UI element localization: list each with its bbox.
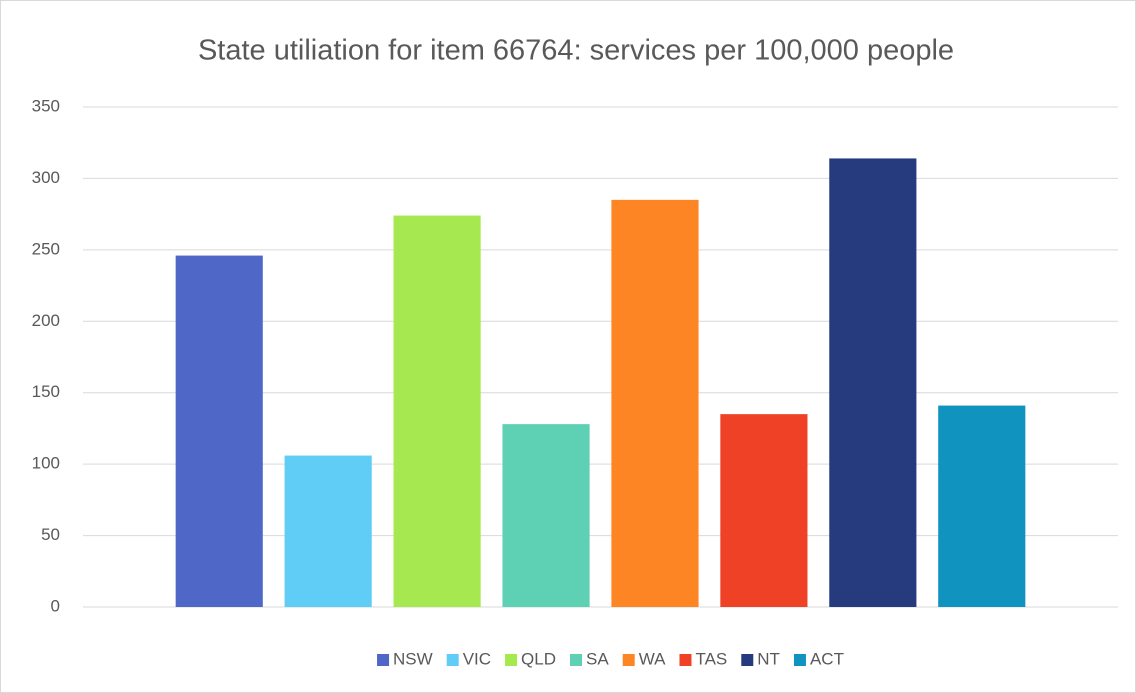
bar <box>829 158 917 607</box>
bar <box>502 424 590 607</box>
bar <box>938 405 1026 607</box>
legend-label: WA <box>639 649 666 668</box>
y-tick-label: 250 <box>32 239 60 258</box>
legend-swatch <box>793 654 806 666</box>
bar <box>720 414 808 607</box>
legend-swatch <box>741 654 754 666</box>
legend-swatch <box>570 654 583 666</box>
legend-swatch <box>446 654 459 666</box>
y-tick-label: 200 <box>32 311 60 330</box>
y-tick-label: 350 <box>32 96 60 115</box>
y-tick-label: 150 <box>32 382 60 401</box>
legend-label: ACT <box>810 649 844 668</box>
legend-label: NT <box>757 649 780 668</box>
y-tick-label: 50 <box>41 525 60 544</box>
legend-label: TAS <box>695 649 727 668</box>
y-tick-label: 0 <box>51 596 60 615</box>
y-tick-label: 300 <box>32 168 60 187</box>
bar <box>175 255 263 608</box>
y-tick-label: 100 <box>32 454 60 473</box>
legend-swatch <box>622 654 635 666</box>
legend-swatch <box>377 654 390 666</box>
legend-swatch <box>679 654 692 666</box>
bar <box>393 215 481 608</box>
bar <box>284 455 372 607</box>
chart-title: State utiliation for item 66764: service… <box>198 35 954 67</box>
legend-swatch <box>505 654 518 666</box>
legend-label: SA <box>586 649 609 668</box>
legend-label: QLD <box>521 649 556 668</box>
legend-label: NSW <box>393 649 433 668</box>
bar <box>611 199 699 607</box>
legend-label: VIC <box>463 649 491 668</box>
